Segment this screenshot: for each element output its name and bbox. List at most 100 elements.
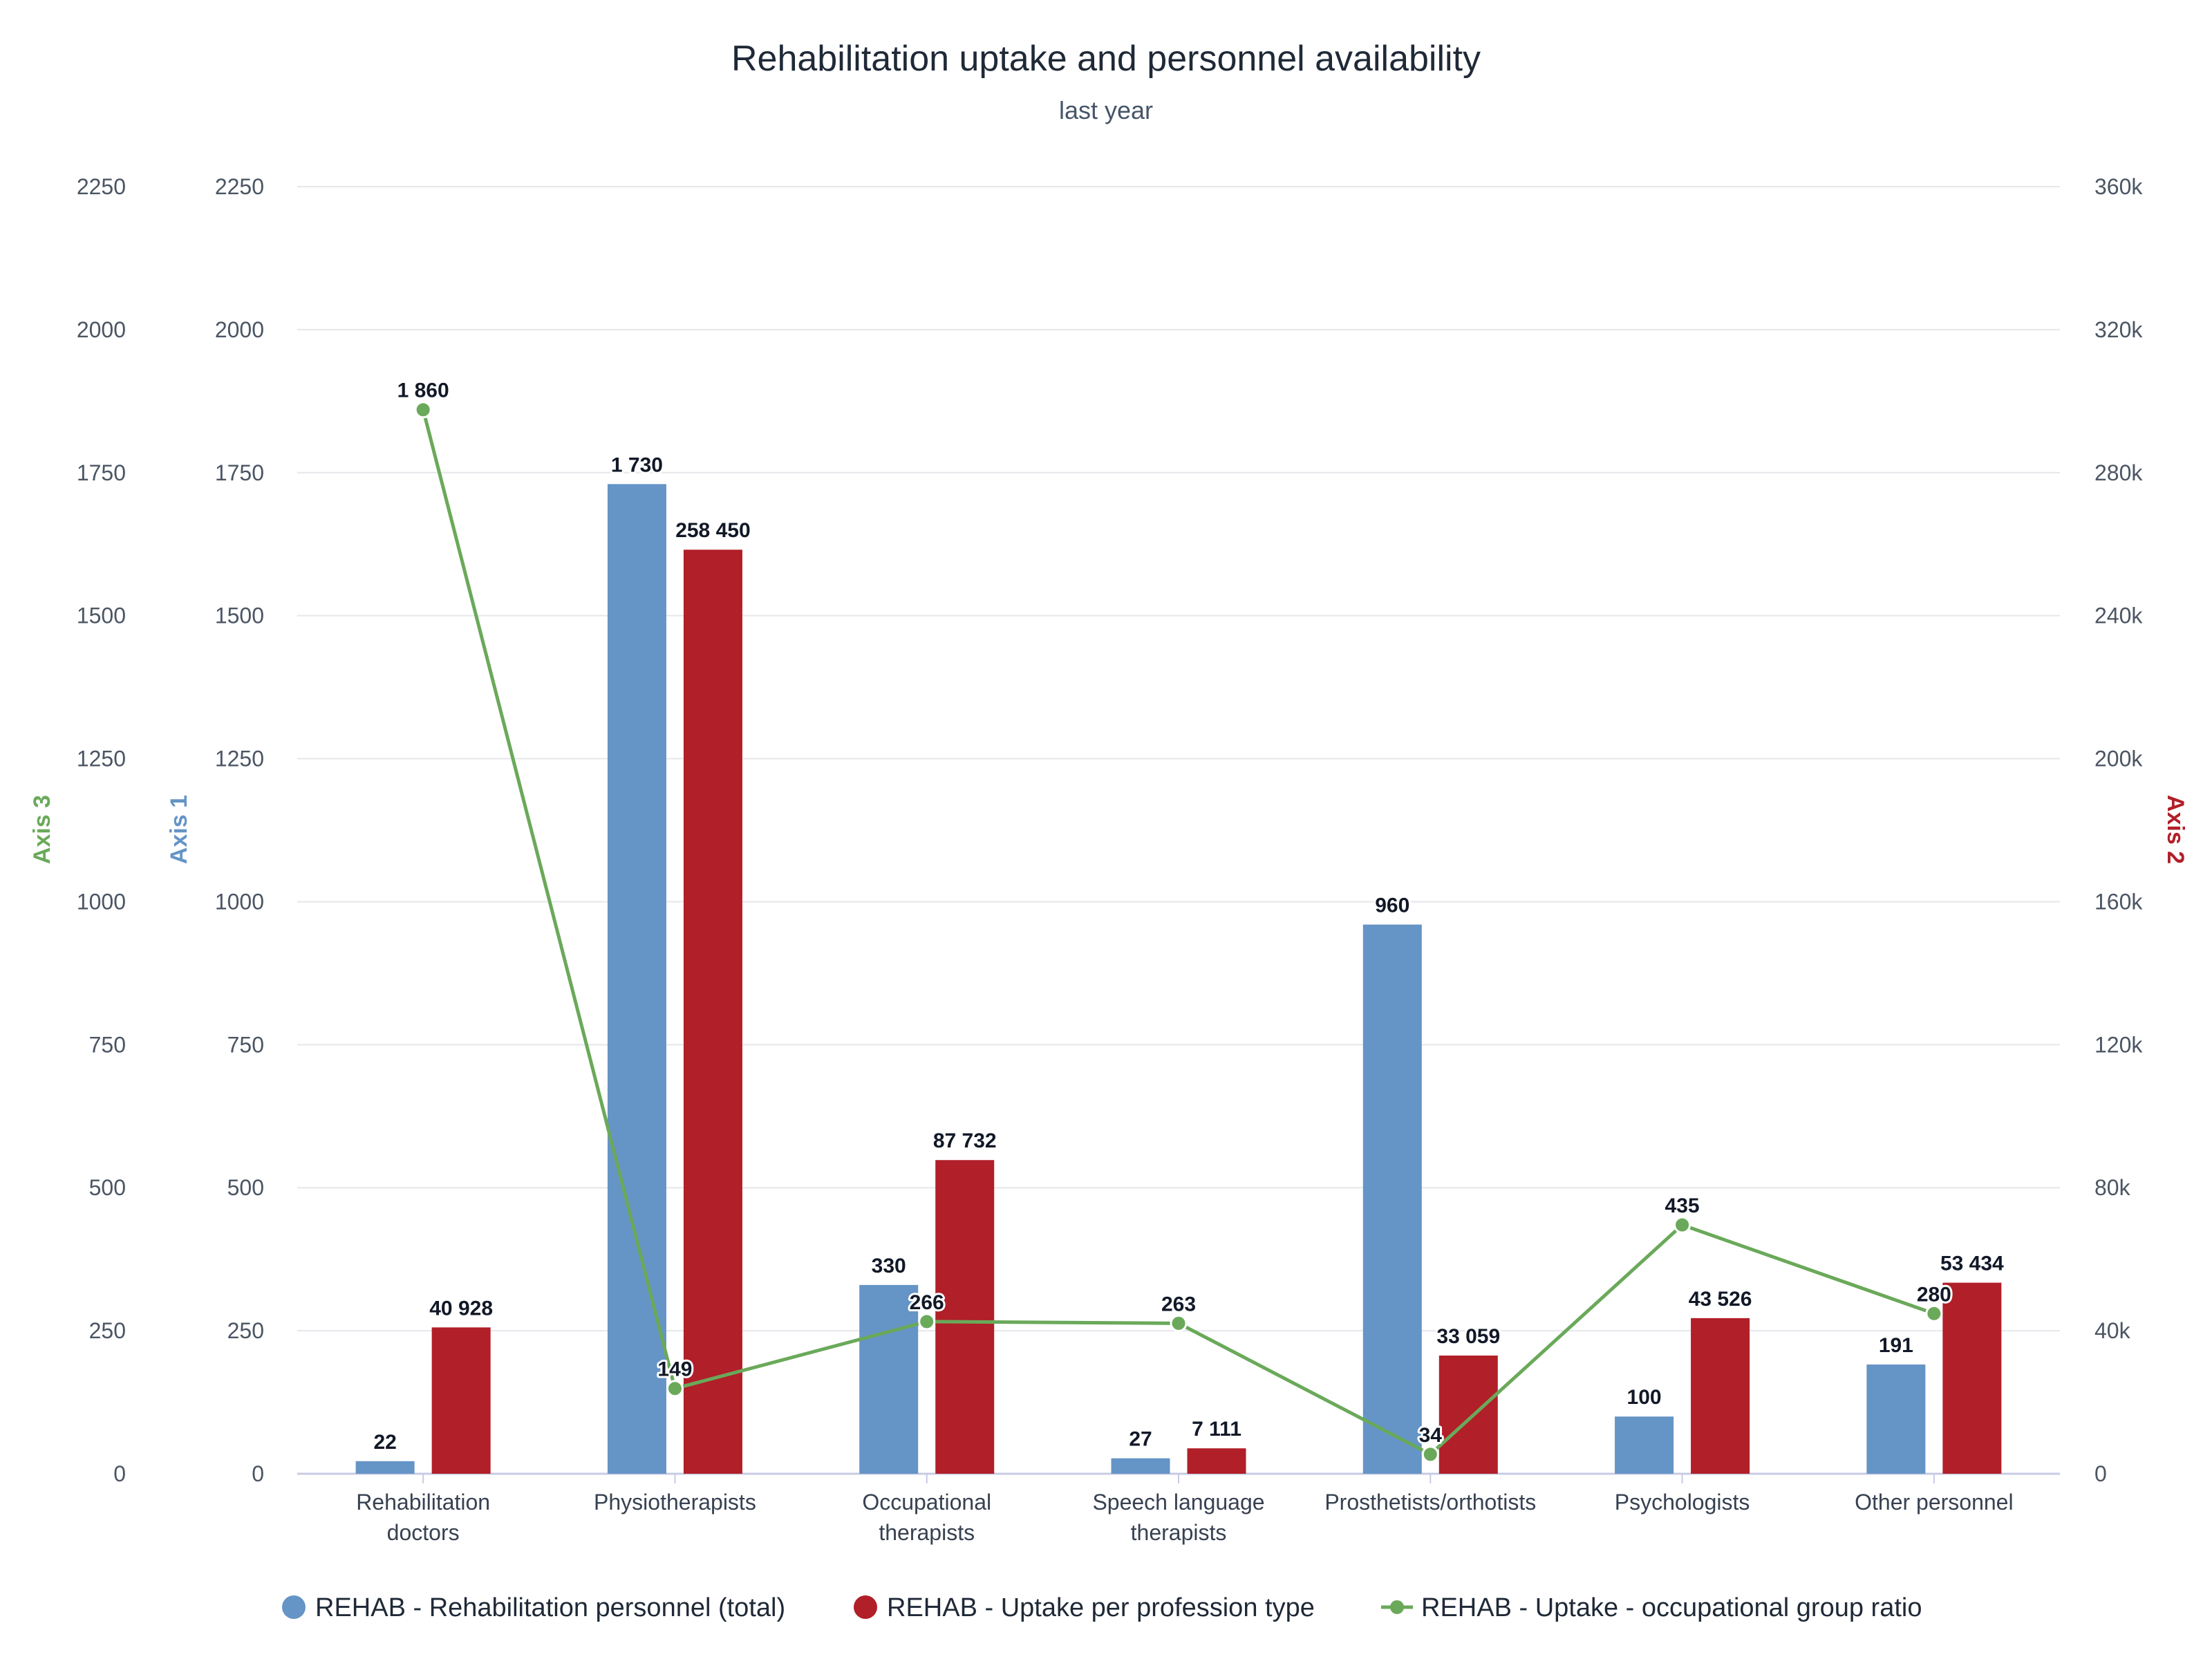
category-label-line: Other personnel	[1855, 1490, 2013, 1515]
axes: 0 0 0 250 250 40k 500 500 80k 750 750 120k 1000 1000 1…	[77, 174, 2144, 1486]
uptake-bar[interactable]	[431, 1327, 491, 1474]
uptake-bar-label: 87 732	[933, 1130, 997, 1152]
personnel-bar[interactable]	[607, 484, 666, 1474]
axis1-tick-label: 1750	[215, 460, 264, 485]
ratio-point[interactable]	[666, 1380, 684, 1398]
personnel-bar[interactable]	[1362, 924, 1422, 1474]
category-label: Psychologists	[1615, 1490, 1750, 1515]
ratio-point-label: 263	[1161, 1293, 1196, 1315]
legend-item-personnel[interactable]: REHAB - Rehabilitation personnel (total)	[282, 1593, 785, 1622]
uptake-bar[interactable]	[935, 1160, 995, 1474]
category-label: Rehabilitation doctors	[356, 1490, 490, 1545]
ratio-point-label: 149	[657, 1358, 692, 1381]
axis2-tick-label: 120k	[2094, 1032, 2143, 1057]
axis3-tick-label: 250	[89, 1318, 126, 1343]
grid-lines	[297, 186, 2060, 1332]
axis1-tick-label: 1000	[215, 889, 264, 914]
axis1-tick-label: 500	[227, 1175, 264, 1200]
category-label: Occupational therapists	[862, 1490, 991, 1545]
personnel-bar-label: 22	[373, 1431, 396, 1454]
category-label-line: doctors	[387, 1520, 460, 1545]
uptake-bar-label: 43 526	[1689, 1288, 1752, 1311]
personnel-bar-label: 191	[1879, 1334, 1913, 1357]
category-label-line: Occupational	[862, 1490, 991, 1515]
personnel-bar[interactable]	[1615, 1416, 1674, 1474]
uptake-bar[interactable]	[1691, 1318, 1750, 1474]
axis1-tick-label: 1500	[215, 603, 264, 628]
category-label: Other personnel	[1855, 1490, 2013, 1515]
personnel-bar[interactable]	[355, 1461, 415, 1474]
axis2-tick-label: 200k	[2094, 747, 2143, 771]
axis1-tick-label: 750	[227, 1032, 264, 1057]
ratio-point[interactable]	[918, 1313, 936, 1331]
bar-series	[355, 484, 2002, 1474]
ratio-point-label: 266	[910, 1291, 944, 1314]
axis3-tick-label: 750	[89, 1032, 126, 1057]
axis3-tick-label: 0	[113, 1461, 126, 1486]
personnel-bar[interactable]	[859, 1284, 919, 1474]
legend-uptake-marker	[854, 1595, 877, 1619]
ratio-point-label: 1 860	[397, 379, 449, 402]
ratio-point-label: 435	[1665, 1194, 1700, 1217]
uptake-bar[interactable]	[1438, 1356, 1498, 1474]
personnel-bar-label: 100	[1627, 1386, 1662, 1409]
legend-item-uptake[interactable]: REHAB - Uptake per profession type	[854, 1593, 1315, 1622]
category-label-line: Psychologists	[1615, 1490, 1750, 1515]
axis1-tick-label: 2000	[215, 317, 264, 342]
axis1-tick-label: 250	[227, 1318, 264, 1343]
axis3-tick-label: 1500	[77, 603, 126, 628]
uptake-bar-label: 33 059	[1436, 1325, 1500, 1348]
axis2-tick-label: 360k	[2094, 174, 2143, 199]
axis3-title: Axis 3	[29, 795, 55, 864]
category-label-line: Rehabilitation	[356, 1490, 490, 1515]
personnel-bar-label: 330	[872, 1255, 906, 1277]
ratio-point[interactable]	[1925, 1304, 1943, 1322]
axis2-tick-label: 240k	[2094, 603, 2143, 628]
axis1-title: Axis 1	[166, 795, 192, 864]
uptake-bar-label: 40 928	[429, 1297, 493, 1320]
uptake-bar[interactable]	[683, 550, 742, 1474]
legend-item-ratio[interactable]: REHAB - Uptake - occupational group rati…	[1381, 1593, 1922, 1622]
legend-uptake-label: REHAB - Uptake per profession type	[887, 1593, 1315, 1622]
axis3-tick-label: 2000	[77, 317, 126, 342]
category-label-line: Prosthetists/orthotists	[1324, 1490, 1536, 1515]
axis3-tick-label: 500	[89, 1175, 126, 1200]
axis2-tick-label: 280k	[2094, 460, 2143, 485]
axis2-tick-label: 160k	[2094, 889, 2143, 914]
axis2-title: Axis 2	[2162, 795, 2188, 864]
uptake-bar-label: 258 450	[675, 519, 750, 542]
category-label: Prosthetists/orthotists	[1324, 1490, 1536, 1515]
chart-subtitle: last year	[1059, 96, 1153, 124]
legend[interactable]: REHAB - Rehabilitation personnel (total)…	[282, 1593, 1922, 1622]
uptake-bar-label: 53 434	[1940, 1253, 2004, 1275]
line-series	[414, 401, 1943, 1463]
uptake-bar-label: 7 111	[1192, 1418, 1241, 1441]
ratio-point[interactable]	[1674, 1216, 1691, 1234]
axis2-tick-label: 40k	[2094, 1318, 2131, 1343]
personnel-bar-label: 960	[1375, 894, 1409, 917]
personnel-bar[interactable]	[1111, 1458, 1170, 1474]
axis2-tick-label: 80k	[2094, 1175, 2131, 1200]
uptake-bar[interactable]	[1187, 1448, 1246, 1474]
personnel-bar[interactable]	[1866, 1364, 1926, 1474]
axis2-tick-label: 320k	[2094, 317, 2143, 342]
ratio-point[interactable]	[1421, 1445, 1439, 1463]
category-label-line: therapists	[879, 1520, 975, 1545]
personnel-bar-label: 27	[1129, 1428, 1152, 1451]
category-labels: Rehabilitation doctors Physiotherapists Occ…	[356, 1490, 2013, 1545]
legend-ratio-label: REHAB - Uptake - occupational group rati…	[1421, 1593, 1922, 1622]
personnel-bar-label: 1 730	[611, 453, 663, 476]
data-labels: 22 1 730 330 27 960 100 191 40 928 258 450 87 732…	[371, 377, 2006, 1456]
category-label-line: therapists	[1131, 1520, 1227, 1545]
legend-personnel-marker	[282, 1595, 306, 1619]
category-label-line: Physiotherapists	[594, 1490, 756, 1515]
ratio-point[interactable]	[414, 401, 432, 419]
axis1-tick-label: 1250	[215, 747, 264, 771]
axis1-tick-label: 0	[252, 1461, 264, 1486]
ratio-point[interactable]	[1170, 1314, 1188, 1332]
category-label-line: Speech language	[1092, 1490, 1264, 1515]
ratio-point-label: 280	[1917, 1283, 1951, 1306]
uptake-bar[interactable]	[1942, 1282, 2002, 1474]
